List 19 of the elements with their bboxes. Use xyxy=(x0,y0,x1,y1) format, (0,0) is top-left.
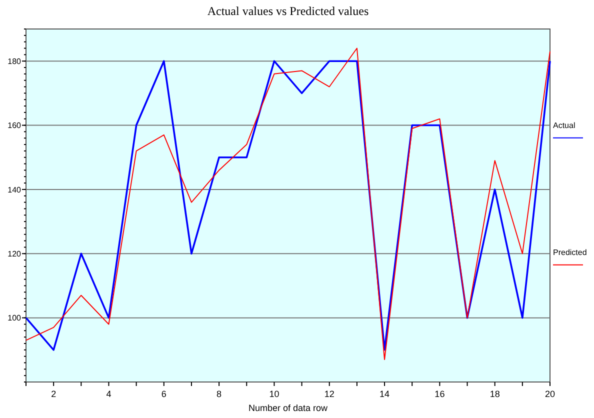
text: Predicted xyxy=(553,248,587,257)
series-label: Actual xyxy=(553,120,576,130)
x-tick-label: 10 xyxy=(269,389,280,399)
chart-title: Actual values vs Predicted values xyxy=(207,4,369,18)
x-tick-label: 16 xyxy=(434,389,445,399)
x-tick-label: 20 xyxy=(544,389,556,399)
y-tick-label: 100 xyxy=(8,314,22,323)
x-tick-label: 12 xyxy=(324,389,334,399)
y-tick-label: 180 xyxy=(8,56,22,66)
y-tick-label: 140 xyxy=(8,185,22,194)
x-tick-label: 14 xyxy=(380,389,390,399)
x-axis-title: Number of data row xyxy=(248,403,328,413)
y-tick-label: 120 xyxy=(8,249,22,258)
x-tick-label: 2 xyxy=(51,389,56,399)
y-tick-label: 160 xyxy=(8,121,22,130)
x-tick-label: 4 xyxy=(106,389,112,399)
x-tick-label: 18 xyxy=(490,389,500,399)
x-tick-label: 6 xyxy=(161,389,166,399)
x-tick-label: 8 xyxy=(216,389,222,399)
